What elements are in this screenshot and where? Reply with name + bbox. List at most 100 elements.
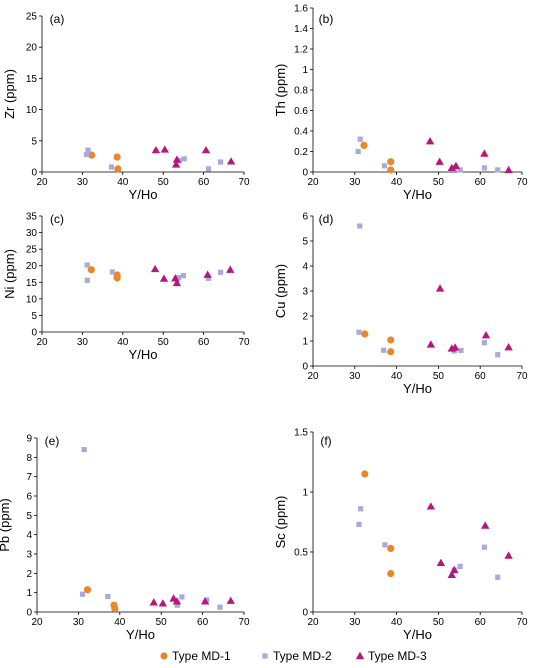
x-axis-title: Y/Ho — [129, 347, 158, 362]
data-point-md-3 — [201, 145, 211, 154]
x-tick-label: 70 — [516, 177, 528, 188]
series-md-3 — [426, 502, 513, 578]
data-point-md-1 — [113, 274, 121, 282]
x-tick-label: 40 — [117, 337, 129, 348]
y-tick-label: 15 — [26, 74, 38, 85]
data-point-md-1 — [387, 348, 395, 356]
data-point-md-2 — [382, 542, 388, 548]
y-tick-label: 5 — [31, 311, 37, 322]
panel-a: 0 5 10 15 20 25 20 30 40 50 60 70 Y/Ho Zr (ppm) (a) — [2, 12, 250, 203]
series-md-1 — [88, 151, 122, 173]
panel-b: 0 0.2 0.4 0.6 0.8 1 1.2 1.4 1.6 20 30 40 50 60 70 Y/Ho T… — [273, 4, 528, 203]
data-point-md-2 — [481, 544, 487, 550]
x-tick-label: 70 — [238, 337, 250, 348]
x-tick-label: 40 — [391, 617, 403, 628]
data-point-md-2 — [205, 275, 212, 281]
x-tick-label: 30 — [73, 617, 85, 628]
y-tick-label: 1.4 — [294, 24, 308, 35]
x-tick-label: 20 — [36, 177, 48, 188]
x-tick-label: 30 — [77, 177, 89, 188]
y-tick-label: 6 — [26, 492, 32, 503]
panel-label: (a) — [50, 12, 65, 26]
y-axis-title: Sc (ppm) — [273, 496, 288, 549]
panel-d: 0 1 2 3 4 5 6 20 30 40 50 60 70 Y/Ho Cu (ppm) (d) — [273, 212, 528, 397]
y-tick-label: 1.5 — [294, 428, 308, 439]
y-tick-label: 15 — [26, 278, 38, 289]
legend-item-md-2: Type MD-2 — [262, 649, 332, 663]
data-point-md-2 — [83, 151, 90, 158]
data-point-md-3 — [450, 565, 459, 574]
y-tick-label: 7 — [26, 472, 32, 483]
x-axis-title: Y/Ho — [403, 187, 432, 202]
y-tick-label: 0 — [302, 608, 308, 619]
panel-label: (f) — [320, 434, 331, 448]
data-point-md-2 — [495, 574, 501, 580]
y-axis-title: Ni (ppm) — [2, 249, 17, 299]
x-tick-label: 30 — [349, 177, 361, 188]
x-axis-title: Y/Ho — [403, 381, 432, 396]
y-tick-label: 0.5 — [294, 548, 308, 559]
data-point-md-2 — [179, 594, 185, 600]
x-tick-label: 40 — [391, 177, 403, 188]
x-tick-label: 50 — [433, 371, 445, 382]
x-tick-label: 60 — [475, 371, 487, 382]
data-point-md-2 — [217, 269, 224, 275]
y-tick-label: 0 — [302, 168, 308, 179]
data-point-md-1 — [387, 158, 395, 166]
y-axis-title: Cu (ppm) — [273, 264, 288, 318]
data-point-md-2 — [105, 593, 111, 600]
data-point-md-3 — [151, 145, 161, 154]
series-md-3 — [151, 145, 236, 168]
x-axis-title: Y/Ho — [129, 187, 158, 202]
data-point-md-3 — [160, 145, 170, 153]
legend-marker-md-3 — [355, 651, 365, 660]
panel-label: (d) — [319, 212, 334, 226]
data-point-md-2 — [457, 167, 463, 173]
y-tick-label: 6 — [302, 212, 308, 223]
x-tick-label: 50 — [433, 617, 445, 628]
data-point-md-1 — [87, 266, 95, 274]
data-point-md-3 — [158, 599, 168, 607]
data-point-md-3 — [159, 274, 169, 282]
y-tick-label: 2 — [302, 312, 308, 323]
data-point-md-3 — [480, 149, 489, 157]
data-point-md-1 — [88, 151, 96, 159]
data-point-md-2 — [81, 447, 87, 453]
x-tick-label: 70 — [516, 371, 528, 382]
data-point-md-1 — [83, 586, 92, 594]
y-tick-label: 3 — [302, 287, 308, 298]
legend-marker-md-1 — [160, 652, 168, 660]
data-point-md-2 — [217, 604, 223, 610]
y-tick-label: 25 — [26, 12, 38, 23]
data-point-md-1 — [361, 330, 369, 338]
x-tick-label: 30 — [349, 617, 361, 628]
data-point-md-2 — [495, 352, 501, 358]
series-md-3 — [426, 284, 513, 352]
x-tick-label: 50 — [158, 337, 170, 348]
x-tick-label: 60 — [197, 617, 209, 628]
data-point-md-2 — [358, 506, 364, 512]
data-point-md-3 — [447, 163, 456, 172]
x-tick-label: 60 — [198, 177, 210, 188]
x-axis-title: Y/Ho — [403, 627, 432, 642]
data-point-md-3 — [450, 343, 460, 351]
x-tick-label: 50 — [158, 177, 170, 188]
legend: Type MD-1 Type MD-2 Type MD-3 — [160, 649, 427, 663]
legend-marker-md-2 — [262, 653, 268, 659]
y-tick-label: 0 — [26, 608, 32, 619]
data-point-md-3 — [150, 264, 160, 273]
x-tick-label: 20 — [36, 337, 48, 348]
x-tick-label: 40 — [114, 617, 126, 628]
series-md-3 — [149, 594, 235, 607]
y-tick-label: 8 — [26, 453, 32, 464]
series-md-2 — [84, 262, 224, 283]
y-tick-label: 4 — [26, 530, 32, 541]
y-tick-label: 0.6 — [294, 106, 308, 117]
panel-label: (e) — [45, 434, 60, 448]
data-point-md-3 — [226, 596, 235, 604]
data-point-md-1 — [114, 165, 122, 173]
data-point-md-1 — [387, 166, 395, 174]
x-tick-label: 60 — [198, 337, 210, 348]
x-tick-label: 20 — [307, 177, 319, 188]
data-point-md-1 — [387, 544, 395, 553]
